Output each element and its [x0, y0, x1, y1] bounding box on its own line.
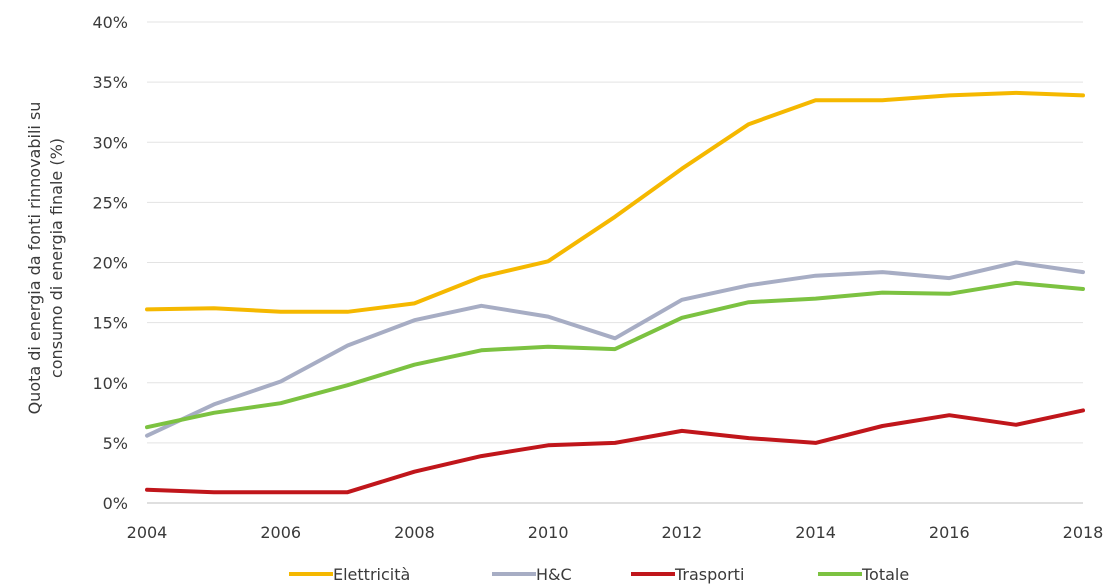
y-tick-label: 25% [92, 193, 128, 212]
x-tick-label: 2012 [661, 523, 702, 542]
legend-label-h-c: H&C [536, 565, 572, 584]
y-axis-ticks: 0% 5% 10% 15% 20% 25% 30% 35% 40% [92, 13, 128, 513]
x-tick-label: 2010 [528, 523, 569, 542]
x-tick-label: 2018 [1063, 523, 1104, 542]
y-tick-label: 15% [92, 314, 128, 333]
series-line-h-c [145, 260, 1085, 438]
y-tick-label: 0% [103, 494, 128, 513]
legend-label-trasporti: Trasporti [674, 565, 744, 584]
x-tick-label: 2006 [260, 523, 301, 542]
series-lines [145, 90, 1085, 495]
y-tick-label: 5% [103, 434, 128, 453]
x-axis-ticks: 2004 2006 2008 2010 2012 2014 2016 2018 [127, 523, 1104, 542]
series-line-elettricit- [145, 90, 1085, 314]
legend: Elettricità H&C Trasporti Totale [289, 565, 909, 584]
y-tick-label: 40% [92, 13, 128, 32]
x-tick-label: 2008 [394, 523, 435, 542]
legend-label-elettricit-: Elettricità [333, 565, 410, 584]
y-axis-label-line-1: Quota di energia da fonti rinnovabili su [25, 102, 44, 415]
x-tick-label: 2004 [127, 523, 168, 542]
series-line-trasporti [145, 408, 1085, 495]
y-axis-label-line-2: consumo di energia finale (%) [47, 138, 66, 378]
gridlines [147, 21, 1083, 504]
y-tick-label: 20% [92, 254, 128, 273]
y-tick-label: 10% [92, 374, 128, 393]
legend-label-totale: Totale [861, 565, 909, 584]
y-tick-label: 35% [92, 73, 128, 92]
y-tick-label: 30% [92, 133, 128, 152]
series-line-totale [145, 280, 1085, 430]
x-tick-label: 2016 [929, 523, 970, 542]
x-tick-label: 2014 [795, 523, 836, 542]
